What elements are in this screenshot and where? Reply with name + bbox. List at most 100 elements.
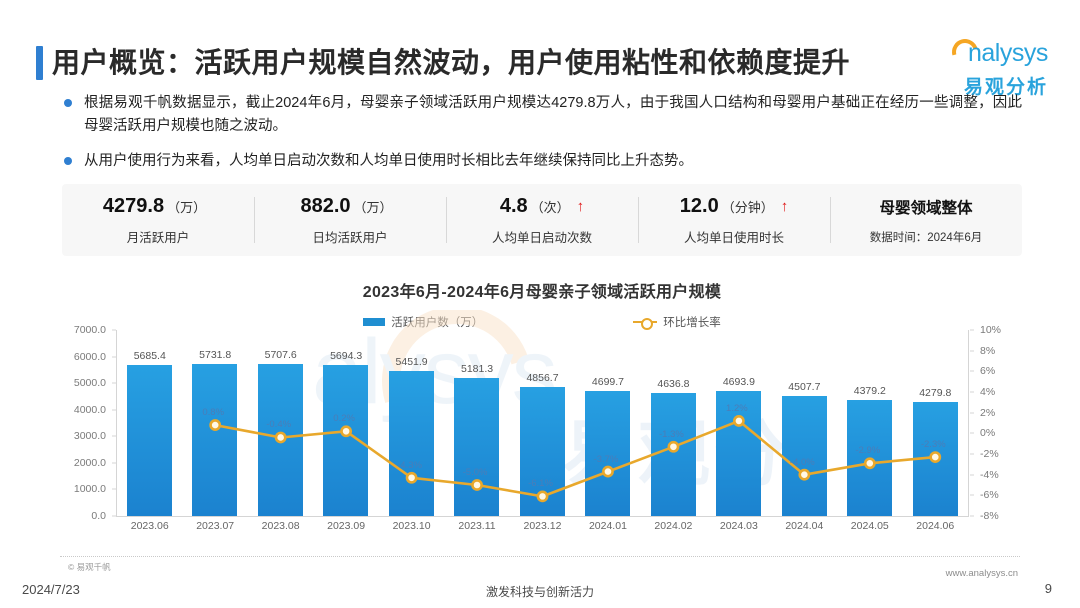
y-axis-tick-mark — [970, 412, 974, 414]
legend-label: 环比增长率 — [663, 317, 721, 329]
kpi-label: 月活跃用户 — [126, 230, 190, 245]
x-axis-line — [116, 516, 969, 517]
logo-chinese-text: 易观分析 — [963, 77, 1048, 98]
bar-group[interactable]: 4636.8 — [641, 330, 707, 516]
kpi-trend-arrow-icon: ↑ — [576, 197, 585, 215]
y-axis-tick-mark — [112, 329, 116, 331]
kpi-unit: （次） — [530, 199, 570, 215]
y-axis-tick-mark — [112, 515, 116, 517]
bar-group[interactable]: 5451.9 — [379, 330, 445, 516]
y-axis-tick-mark — [970, 515, 974, 517]
kpi-value: 4279.8 — [102, 194, 165, 217]
bar-value-label: 4379.2 — [853, 384, 886, 397]
bar[interactable] — [454, 378, 500, 516]
x-axis-label: 2024.01 — [588, 520, 627, 532]
y-axis-tick-mark — [970, 453, 974, 455]
bar[interactable] — [781, 396, 827, 516]
line-point-marker[interactable] — [471, 479, 483, 491]
logo-english-text: nalysys — [968, 39, 1048, 67]
bar-value-label: 4279.8 — [919, 387, 952, 400]
bar-group[interactable]: 4699.7 — [575, 330, 641, 516]
bullet-list: 根据易观千帆数据显示，截止2024年6月，母婴亲子领域活跃用户规模达4279.8… — [62, 92, 1022, 184]
bar-value-label: 4507.7 — [788, 381, 821, 394]
footer-slogan: 激发科技与创新活力 — [485, 585, 594, 599]
legend-item-line[interactable]: 环比增长率 — [633, 314, 721, 330]
y-axis-right-tick: -6% — [980, 489, 999, 502]
y-axis-left-tick: 7000.0 — [73, 324, 106, 336]
footer-source: © 易观千帆 — [68, 562, 111, 572]
y-axis-right-tick: 4% — [980, 386, 996, 398]
bar-group[interactable]: 4693.9 — [706, 330, 772, 516]
line-point-marker[interactable] — [667, 440, 680, 453]
y-axis-tick-mark — [970, 350, 974, 352]
y-axis-right-tick: -2% — [980, 448, 999, 460]
x-axis-label: 2024.02 — [654, 520, 693, 532]
bar-value-label: 5707.6 — [264, 349, 297, 362]
y-axis-left-tick: 1000.0 — [73, 483, 106, 496]
list-item: 根据易观千帆数据显示，截止2024年6月，母婴亲子领域活跃用户规模达4279.8… — [62, 92, 1022, 139]
footer-date: 2024/7/23 — [22, 582, 80, 597]
bullet-text: 从用户使用行为来看，人均单日启动次数和人均单日使用时长相比去年继续保持同比上升态… — [84, 152, 693, 169]
y-axis-left-tick: 2000.0 — [73, 456, 106, 469]
chart-line-series — [209, 415, 942, 503]
bar-group[interactable]: 5181.3 — [444, 330, 510, 516]
bar-value-label: 5731.8 — [199, 348, 232, 361]
footer-url[interactable]: www.analysys.cn — [945, 568, 1018, 579]
bar-group[interactable]: 5685.4 — [117, 330, 183, 516]
y-axis-tick-mark — [970, 329, 974, 331]
kpi-unit: （万） — [353, 199, 393, 215]
bar[interactable] — [127, 364, 172, 516]
bar[interactable] — [650, 392, 696, 516]
y-axis-left-tick: 6000.0 — [73, 350, 106, 363]
chart-bars: 5685.4 5731.8 5707.6 5694.3 5451.9 5181.3 4856… — [117, 330, 968, 516]
line-point-marker[interactable] — [732, 415, 745, 427]
line-point-marker[interactable] — [340, 425, 353, 438]
y-axis-tick-mark — [970, 494, 974, 496]
bar-value-label: 4693.9 — [722, 376, 755, 389]
y-axis-tick-mark — [112, 462, 116, 464]
kpi-value: 12.0 — [679, 194, 719, 217]
kpi-summary-label: 数据时间：2024年6月 — [869, 232, 983, 244]
bar-value-label: 4699.7 — [591, 376, 625, 389]
line-point-marker[interactable] — [536, 490, 549, 503]
bar[interactable] — [585, 391, 631, 516]
bar-group[interactable]: 4507.7 — [772, 330, 838, 516]
bar-value-label: 5685.4 — [133, 349, 166, 362]
legend-line-swatch-icon — [633, 318, 658, 330]
kpi-summary: 母婴领域整体 数据时间：2024年6月 — [830, 195, 1022, 245]
x-axis-label: 2023.06 — [130, 520, 169, 532]
kpi-strip: 4279.8 （万） 月活跃用户 882.0 （万） 日均活跃用户 4.8 （次… — [62, 184, 1022, 256]
y-axis-tick-mark — [112, 409, 116, 411]
legend-item-bars[interactable]: 活跃用户数（万） — [363, 314, 483, 330]
line-point-marker[interactable] — [602, 465, 614, 478]
footer-page-number: 9 — [1044, 581, 1052, 596]
kpi-label: 人均单日启动次数 — [491, 230, 592, 245]
bar[interactable] — [388, 371, 434, 516]
line-point-marker[interactable] — [209, 419, 222, 431]
kpi-daily-usage-duration: 12.0 （分钟） ↑ 人均单日使用时长 — [638, 195, 830, 245]
y-axis-tick-mark — [112, 435, 116, 437]
bar-group[interactable]: 5731.8 — [182, 330, 248, 516]
kpi-daily-active-users: 882.0 （万） 日均活跃用户 — [254, 195, 446, 245]
y-axis-left-tick: 4000.0 — [73, 403, 106, 416]
kpi-summary-title: 母婴领域整体 — [879, 199, 973, 217]
line-point-marker[interactable] — [798, 468, 811, 481]
bar-value-label: 5451.9 — [395, 356, 428, 369]
kpi-value: 4.8 — [499, 194, 528, 217]
y-axis-left-tick: 3000.0 — [73, 430, 106, 443]
bar[interactable] — [716, 391, 762, 516]
bar-value-label: 5181.3 — [460, 363, 494, 376]
line-point-marker[interactable] — [863, 457, 876, 470]
line-point-marker[interactable] — [405, 471, 418, 484]
chart-title: 2023年6月-2024年6月母婴亲子领域活跃用户规模 — [362, 284, 722, 301]
line-point-marker[interactable] — [929, 451, 942, 463]
bar-value-label: 4856.7 — [526, 371, 559, 384]
bar[interactable] — [192, 363, 238, 516]
y-axis-right: 10% 8% 6% 4% 2% 0% -2% -4% -6% -8% — [970, 324, 1022, 522]
line-point-marker[interactable] — [274, 431, 287, 444]
kpi-label: 人均单日使用时长 — [683, 230, 784, 245]
x-axis-label: 2023.10 — [392, 520, 431, 532]
footer-divider — [60, 556, 1020, 557]
x-axis-label: 2023.09 — [327, 520, 366, 532]
